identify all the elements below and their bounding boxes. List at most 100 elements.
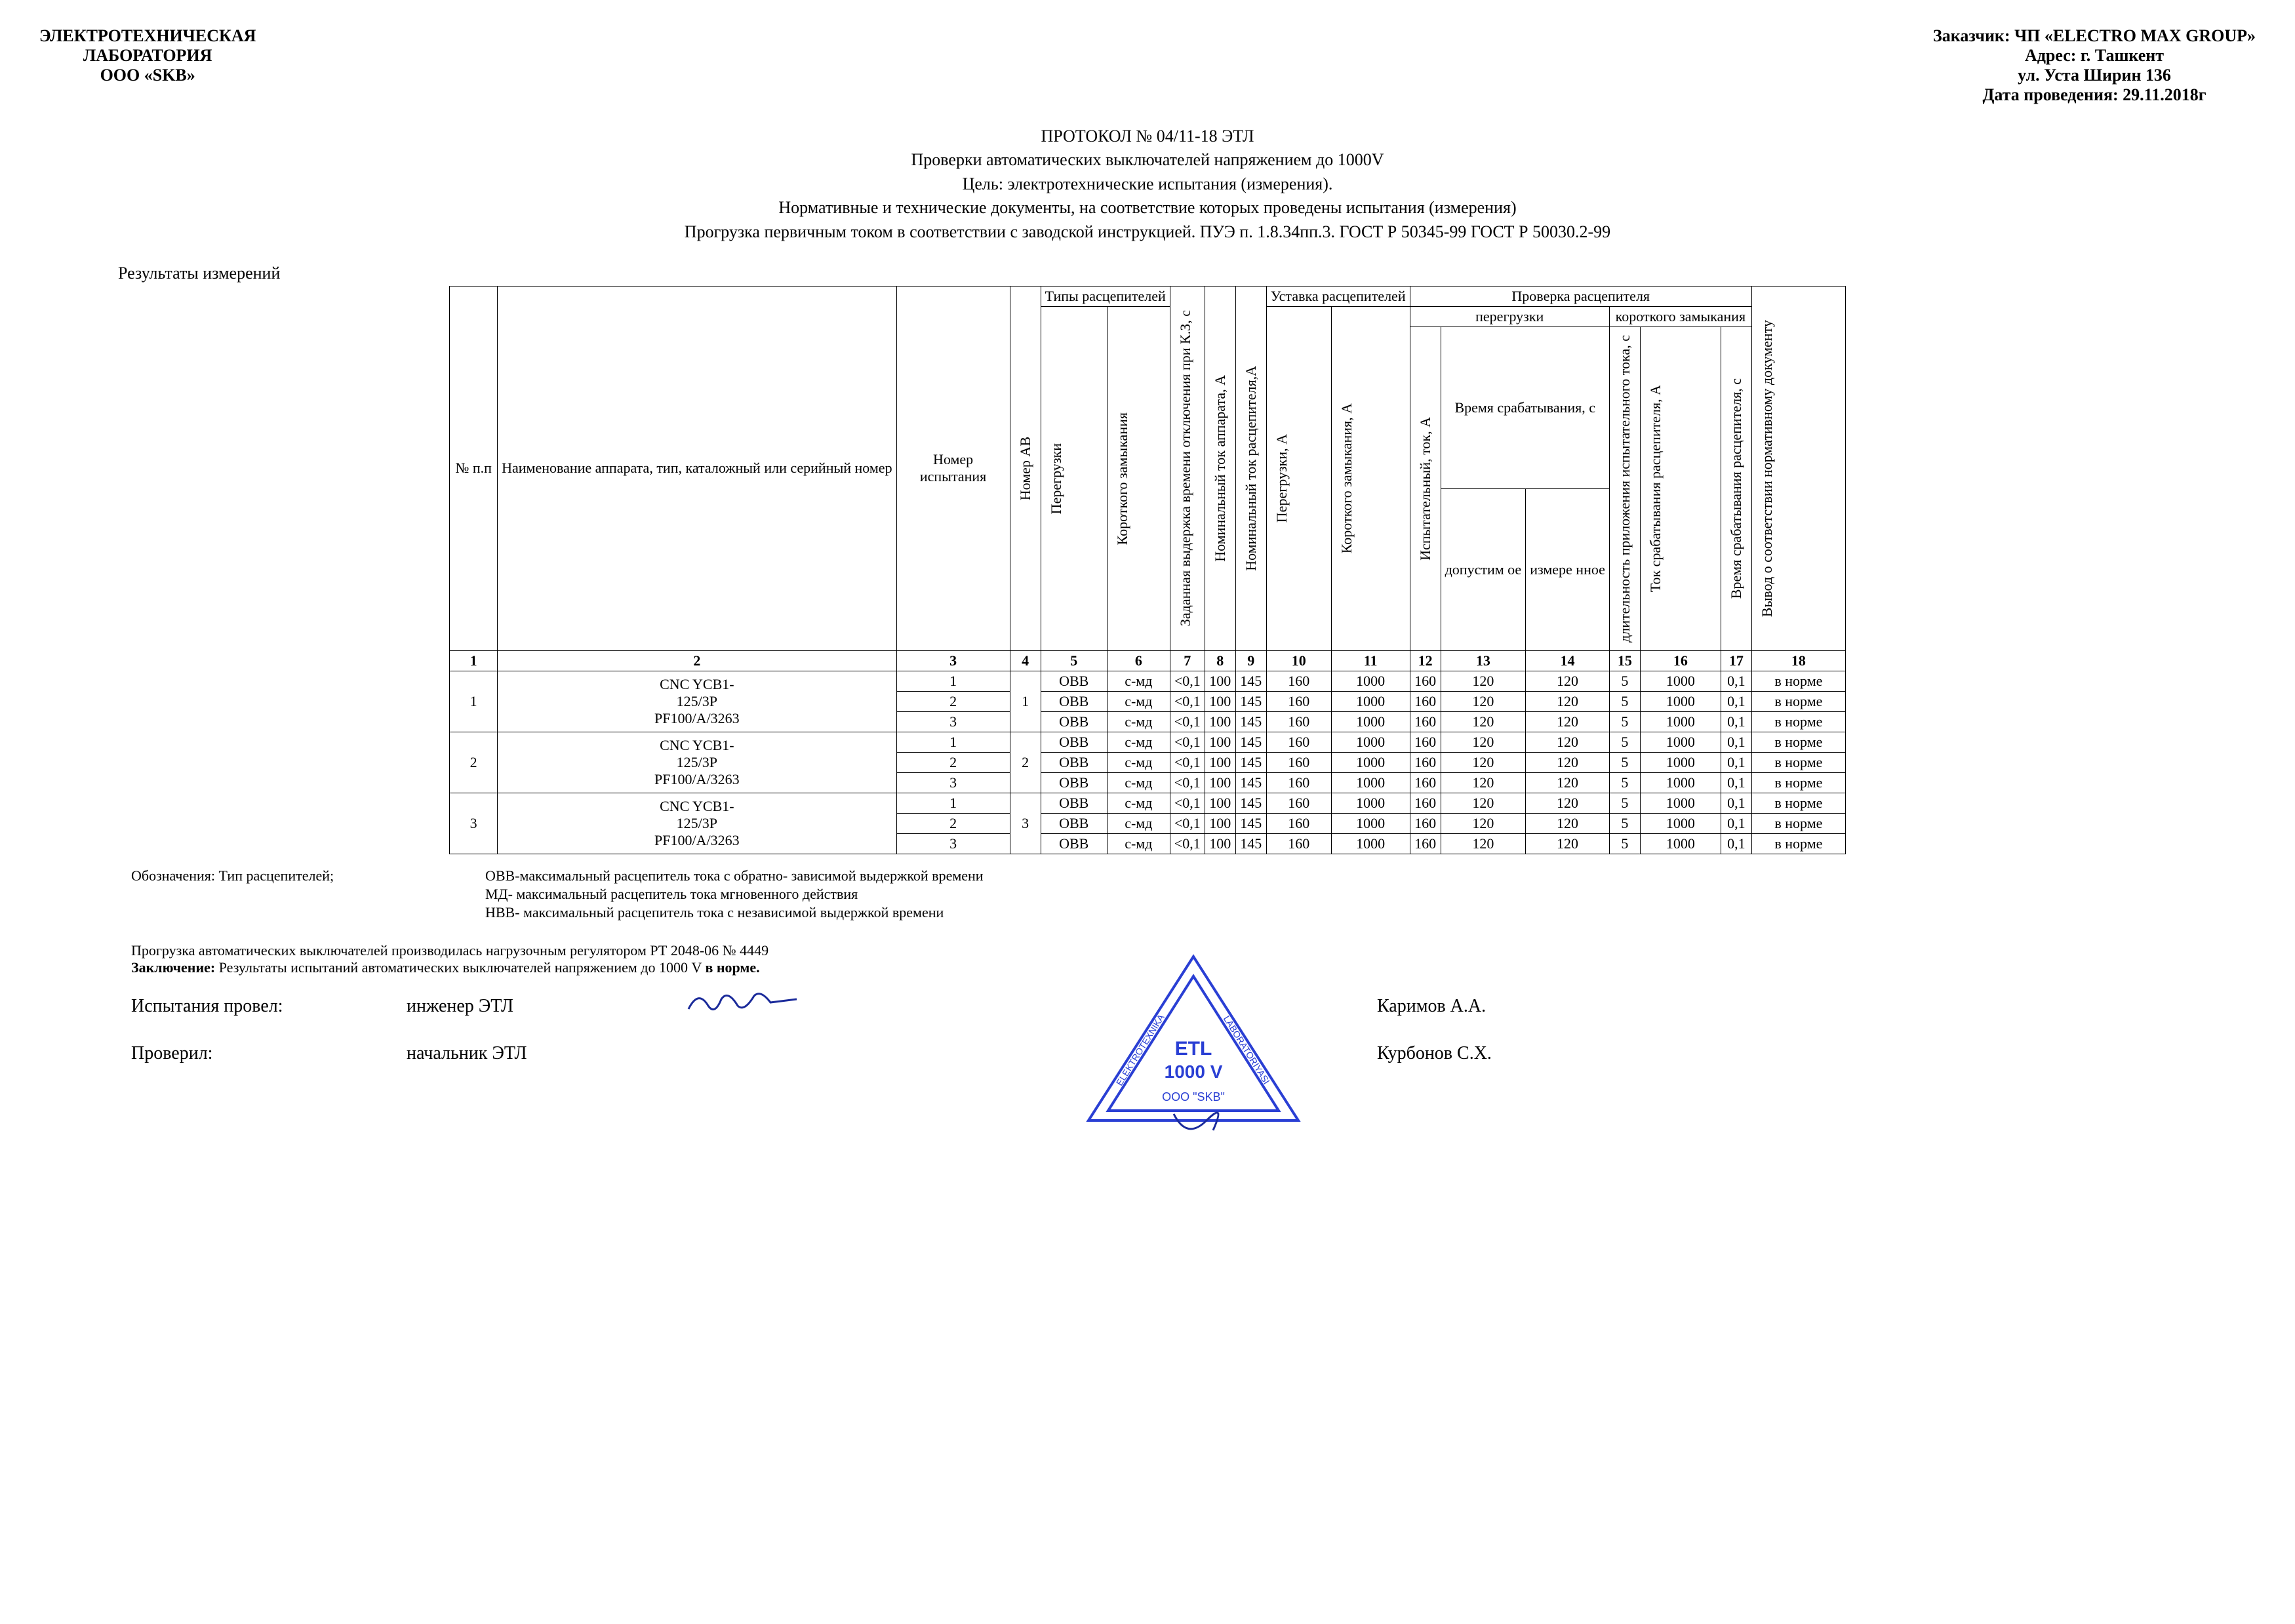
cell: в норме (1751, 813, 1845, 833)
cell: 100 (1205, 752, 1235, 772)
cell-ab: 1 (1010, 671, 1041, 732)
cell-ab: 3 (1010, 793, 1041, 854)
cell: 160 (1410, 671, 1441, 691)
cell: 160 (1410, 732, 1441, 752)
col-14: измере нное (1526, 488, 1610, 650)
col-15: длительность приложения испытательного т… (1609, 327, 1640, 650)
results-label: Результаты измерений (118, 264, 2256, 283)
cell: 120 (1441, 793, 1526, 813)
svg-text:ETL: ETL (1175, 1038, 1212, 1060)
cell: 160 (1410, 793, 1441, 813)
cell: <0,1 (1170, 752, 1205, 772)
cell: 1000 (1331, 671, 1410, 691)
legend-l1: ОВВ-максимальный расцепитель тока с обра… (485, 867, 984, 884)
table-row: 1CNC YCB1-125/3PPF100/А/326311ОВВс-мд<0,… (450, 671, 1846, 691)
cell: 1000 (1331, 793, 1410, 813)
col-4: Номер АВ (1010, 286, 1041, 650)
legend-defs: ОВВ-максимальный расцепитель тока с обра… (485, 867, 984, 922)
cell: в норме (1751, 691, 1845, 711)
cell: 120 (1441, 732, 1526, 752)
cell: 120 (1441, 691, 1526, 711)
number-row: 1 2 3 4 5 6 7 8 9 10 11 12 13 14 15 16 1… (450, 650, 1846, 671)
cell: 160 (1266, 752, 1331, 772)
svg-text:ELEKTROTEXNIKA: ELEKTROTEXNIKA (1114, 1012, 1167, 1087)
cell-device-name: CNC YCB1-125/3PPF100/А/3263 (498, 793, 896, 854)
cell: 120 (1441, 772, 1526, 793)
cell: ОВВ (1041, 833, 1107, 854)
cell: 120 (1441, 813, 1526, 833)
col-10: Перегрузки, А (1266, 306, 1331, 650)
cell: ОВВ (1041, 752, 1107, 772)
col-17: Время срабатывания расцепителя, с (1721, 327, 1751, 650)
cell: 0,1 (1721, 752, 1751, 772)
cell: 145 (1235, 813, 1266, 833)
cell: 120 (1526, 691, 1610, 711)
cell: 160 (1410, 833, 1441, 854)
cell: 120 (1526, 772, 1610, 793)
cell: 145 (1235, 752, 1266, 772)
cell: 1000 (1640, 833, 1721, 854)
cell: 0,1 (1721, 772, 1751, 793)
checked-label: Проверил: (131, 1043, 407, 1064)
svg-text:1000 V: 1000 V (1165, 1061, 1223, 1082)
org-line1: ЭЛЕКТРОТЕХНИЧЕСКАЯ (39, 26, 256, 46)
col-ustavka: Уставка расцепителей (1266, 286, 1410, 306)
cell: 120 (1441, 833, 1526, 854)
cell: ОВВ (1041, 813, 1107, 833)
protocol-number: ПРОТОКОЛ № 04/11-18 ЭТЛ (39, 125, 2256, 148)
col-time: Время срабатывания, с (1441, 327, 1609, 488)
cell-test: 3 (896, 833, 1010, 854)
cell: 120 (1441, 711, 1526, 732)
cell: 0,1 (1721, 793, 1751, 813)
cell: 1000 (1640, 793, 1721, 813)
cell-test: 1 (896, 732, 1010, 752)
org-line3: ООО «SKB» (39, 66, 256, 85)
sig-labels: Испытания провел: Проверил: (131, 996, 407, 1064)
cell: 145 (1235, 671, 1266, 691)
cell: в норме (1751, 833, 1845, 854)
cell: с-мд (1107, 813, 1170, 833)
cell: 0,1 (1721, 671, 1751, 691)
cell: <0,1 (1170, 813, 1205, 833)
col-short: короткого замыкания (1609, 306, 1751, 327)
cell: 160 (1266, 833, 1331, 854)
cell-group-n: 3 (450, 793, 498, 854)
cell: 5 (1609, 833, 1640, 854)
title-line4: Нормативные и технические документы, на … (39, 196, 2256, 220)
cell: 120 (1441, 752, 1526, 772)
svg-text:ООО "SKB": ООО "SKB" (1162, 1090, 1225, 1103)
cell-test: 2 (896, 813, 1010, 833)
cell: 1000 (1640, 732, 1721, 752)
cell-test: 1 (896, 671, 1010, 691)
cell: <0,1 (1170, 833, 1205, 854)
cell: 160 (1266, 711, 1331, 732)
title-block: ПРОТОКОЛ № 04/11-18 ЭТЛ Проверки автомат… (39, 125, 2256, 244)
cell: 1000 (1331, 772, 1410, 793)
header-row: ЭЛЕКТРОТЕХНИЧЕСКАЯ ЛАБОРАТОРИЯ ООО «SKB»… (39, 26, 2256, 105)
cell: 160 (1266, 671, 1331, 691)
cell: 1000 (1331, 732, 1410, 752)
col-13: допустим ое (1441, 488, 1526, 650)
cell: 100 (1205, 691, 1235, 711)
cell: с-мд (1107, 833, 1170, 854)
col-1: № п.п (450, 286, 498, 650)
cell: <0,1 (1170, 671, 1205, 691)
cell: 160 (1266, 813, 1331, 833)
cell: 145 (1235, 833, 1266, 854)
cell: 100 (1205, 772, 1235, 793)
cell-ab: 2 (1010, 732, 1041, 793)
cell: ОВВ (1041, 711, 1107, 732)
cell: 5 (1609, 691, 1640, 711)
tested-label: Испытания провел: (131, 996, 407, 1017)
cell: 0,1 (1721, 833, 1751, 854)
col-7: Заданная выдержка времени отключения при… (1170, 286, 1205, 650)
legend-l3: НВВ- максимальный расцепитель тока с нез… (485, 904, 984, 921)
col-9: Номинальный ток расцепителя,А (1235, 286, 1266, 650)
cell: 145 (1235, 691, 1266, 711)
name2: Курбонов С.Х. (1377, 1043, 1492, 1064)
table-body: 1CNC YCB1-125/3PPF100/А/326311ОВВс-мд<0,… (450, 671, 1846, 854)
cell: 120 (1526, 793, 1610, 813)
cell: ОВВ (1041, 793, 1107, 813)
cell: 1000 (1331, 711, 1410, 732)
col-18: Вывод о соответствии нормативному докуме… (1751, 286, 1845, 650)
